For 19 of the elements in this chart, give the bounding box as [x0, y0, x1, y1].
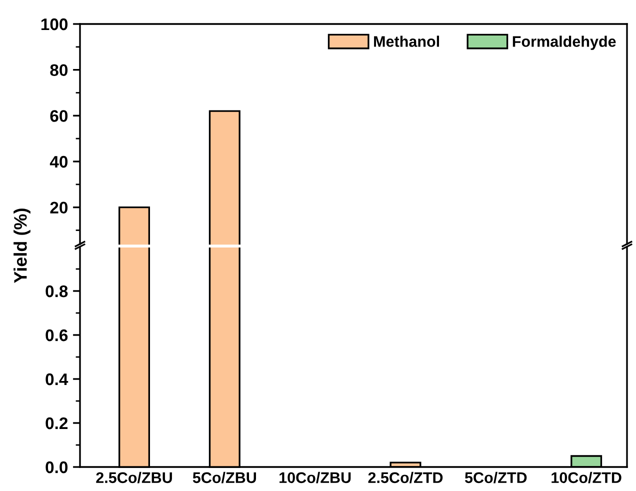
y-tick-label: 20 — [50, 202, 68, 214]
y-axis-title: Yield (%) — [14, 208, 30, 283]
x-tick-label: 10Co/ZBU — [280, 472, 351, 484]
y-tick-label: 0.8 — [46, 285, 68, 298]
x-tick-label: 2.5Co/ZTD — [368, 472, 443, 484]
y-tick-label: 0.6 — [46, 329, 68, 342]
x-tick-label: 10Co/ZTD — [552, 472, 622, 484]
legend-label: Methanol — [374, 36, 440, 47]
y-tick-label: 0.2 — [46, 417, 68, 430]
y-tick-label: 0.0 — [46, 461, 68, 474]
y-tick-label: 80 — [50, 64, 68, 76]
y-tick-label: 60 — [50, 110, 68, 122]
y-tick-label: 40 — [50, 156, 68, 168]
x-tick-label: 5Co/ZBU — [192, 472, 256, 484]
y-tick-label: 0.4 — [46, 373, 68, 386]
x-tick-label: 5Co/ZTD — [464, 472, 527, 484]
x-tick-label: 2.5Co/ZBU — [96, 472, 172, 484]
legend-label: Formaldehyde — [512, 36, 616, 50]
y-tick-label: 100 — [41, 18, 68, 30]
